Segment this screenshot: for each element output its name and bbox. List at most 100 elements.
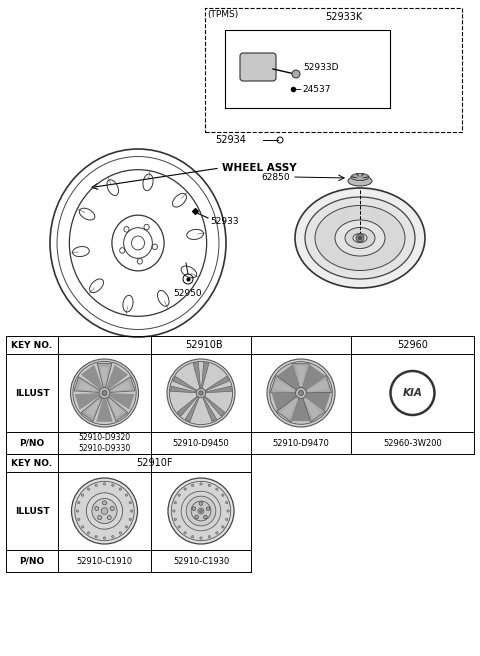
Circle shape: [95, 506, 99, 510]
Text: 52933: 52933: [210, 216, 239, 226]
Ellipse shape: [295, 188, 425, 288]
Circle shape: [195, 515, 198, 519]
Circle shape: [184, 532, 186, 534]
Text: ILLUST: ILLUST: [15, 388, 49, 398]
Circle shape: [119, 532, 121, 534]
Circle shape: [92, 499, 117, 523]
Circle shape: [216, 532, 218, 534]
Circle shape: [99, 388, 110, 398]
Circle shape: [178, 494, 180, 496]
Text: 52933D: 52933D: [303, 64, 338, 73]
Circle shape: [112, 484, 114, 486]
Circle shape: [200, 510, 203, 512]
Circle shape: [270, 361, 332, 424]
Circle shape: [206, 507, 210, 510]
Circle shape: [82, 525, 84, 528]
Polygon shape: [271, 392, 297, 411]
Circle shape: [192, 507, 196, 510]
Circle shape: [168, 478, 234, 544]
Circle shape: [356, 234, 364, 242]
Circle shape: [95, 535, 97, 538]
Circle shape: [131, 510, 132, 512]
Text: KIA: KIA: [403, 388, 422, 398]
Circle shape: [216, 488, 218, 490]
Circle shape: [184, 488, 186, 490]
Circle shape: [198, 508, 204, 514]
Circle shape: [299, 390, 303, 396]
Polygon shape: [81, 397, 102, 421]
Circle shape: [86, 493, 123, 529]
Circle shape: [222, 494, 224, 496]
Circle shape: [125, 494, 128, 496]
Polygon shape: [274, 380, 295, 392]
Circle shape: [98, 516, 102, 520]
Polygon shape: [109, 400, 123, 417]
FancyBboxPatch shape: [240, 53, 276, 81]
Text: 52910-D9320
52910-D9330: 52910-D9320 52910-D9330: [78, 433, 131, 453]
Ellipse shape: [305, 197, 415, 279]
Circle shape: [196, 388, 206, 398]
Circle shape: [181, 491, 221, 531]
Circle shape: [75, 482, 134, 541]
Ellipse shape: [351, 173, 369, 180]
Circle shape: [226, 518, 228, 520]
Circle shape: [103, 483, 106, 485]
Polygon shape: [100, 367, 108, 384]
Polygon shape: [205, 377, 229, 391]
Circle shape: [82, 494, 84, 496]
Polygon shape: [96, 399, 113, 422]
Circle shape: [119, 488, 121, 490]
Text: P/NO: P/NO: [19, 556, 45, 565]
Circle shape: [71, 359, 139, 427]
Polygon shape: [292, 363, 310, 388]
Circle shape: [359, 237, 361, 239]
Text: 52950: 52950: [174, 289, 202, 298]
Ellipse shape: [315, 205, 405, 270]
Circle shape: [95, 484, 97, 486]
Text: 52934: 52934: [215, 135, 246, 145]
Ellipse shape: [348, 176, 372, 186]
Polygon shape: [276, 396, 299, 422]
Circle shape: [129, 518, 132, 520]
Polygon shape: [270, 375, 297, 393]
Polygon shape: [107, 365, 128, 389]
Circle shape: [227, 510, 229, 512]
Text: 52910F: 52910F: [136, 458, 173, 468]
Circle shape: [110, 506, 114, 510]
Circle shape: [101, 508, 108, 514]
Ellipse shape: [335, 220, 385, 256]
Text: 52960: 52960: [397, 340, 428, 350]
Text: 52910-C1930: 52910-C1930: [173, 556, 229, 565]
Polygon shape: [304, 398, 321, 418]
Polygon shape: [113, 381, 131, 392]
Circle shape: [103, 537, 106, 539]
Circle shape: [167, 359, 235, 427]
Circle shape: [267, 359, 335, 427]
Polygon shape: [185, 397, 199, 422]
Polygon shape: [78, 381, 96, 392]
Ellipse shape: [353, 234, 367, 243]
Circle shape: [191, 501, 211, 521]
Circle shape: [108, 516, 111, 520]
Polygon shape: [302, 364, 326, 390]
Text: 52910B: 52910B: [186, 340, 223, 350]
Polygon shape: [305, 375, 332, 393]
Polygon shape: [193, 363, 201, 388]
Circle shape: [178, 525, 180, 528]
Polygon shape: [97, 363, 112, 388]
Circle shape: [112, 535, 114, 538]
Circle shape: [129, 501, 132, 504]
Ellipse shape: [345, 228, 375, 249]
Polygon shape: [276, 364, 300, 390]
Polygon shape: [74, 377, 100, 392]
Polygon shape: [177, 396, 198, 416]
Circle shape: [173, 510, 175, 512]
Circle shape: [186, 496, 216, 526]
Polygon shape: [170, 386, 196, 393]
Circle shape: [87, 532, 90, 534]
Circle shape: [199, 391, 203, 395]
Polygon shape: [203, 397, 217, 422]
Circle shape: [76, 510, 79, 512]
Circle shape: [125, 525, 128, 528]
Text: KEY NO.: KEY NO.: [12, 340, 53, 350]
